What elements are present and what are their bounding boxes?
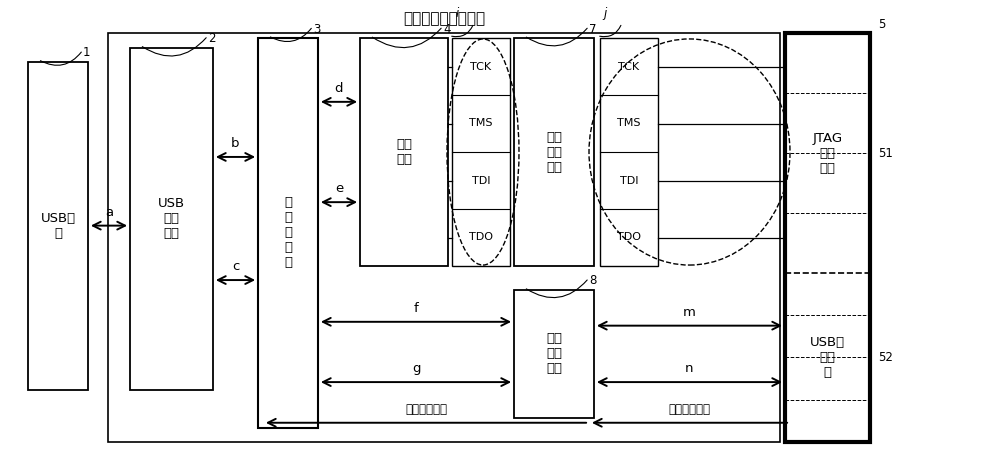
- Text: 双通道数据传输装置: 双通道数据传输装置: [403, 11, 485, 27]
- Text: TMS: TMS: [617, 118, 641, 129]
- Text: a: a: [105, 206, 113, 219]
- Text: 第一
驱动
芯片: 第一 驱动 芯片: [546, 131, 562, 173]
- Text: c: c: [232, 260, 239, 273]
- Text: USB
接口
芯片: USB 接口 芯片: [158, 197, 185, 240]
- Text: f: f: [414, 302, 418, 315]
- Text: 52: 52: [878, 351, 893, 364]
- Text: e: e: [335, 182, 343, 195]
- Text: b: b: [231, 137, 240, 150]
- Text: 3: 3: [313, 23, 320, 36]
- Text: 第二
驱动
芯片: 第二 驱动 芯片: [546, 332, 562, 375]
- Bar: [258, 38, 318, 428]
- Text: n: n: [685, 362, 694, 375]
- Text: 5: 5: [878, 18, 885, 31]
- Text: USB接
口: USB接 口: [40, 212, 76, 239]
- Text: 51: 51: [878, 147, 893, 160]
- Text: i: i: [455, 7, 459, 20]
- Text: TDI: TDI: [472, 175, 490, 186]
- Bar: [108, 33, 780, 442]
- Text: g: g: [412, 362, 420, 375]
- Text: 8: 8: [589, 275, 596, 287]
- Text: 1: 1: [83, 47, 90, 59]
- Text: TDO: TDO: [617, 232, 641, 243]
- Bar: [514, 290, 594, 418]
- Text: 4: 4: [443, 23, 450, 36]
- Text: JTAG
传输
通道: JTAG 传输 通道: [812, 132, 843, 175]
- Bar: [514, 38, 594, 266]
- Text: 通道切换指令: 通道切换指令: [405, 403, 447, 416]
- Text: TMS: TMS: [469, 118, 493, 129]
- Bar: [28, 62, 88, 390]
- Bar: [600, 38, 658, 266]
- Text: 7: 7: [589, 23, 596, 36]
- Text: TDI: TDI: [620, 175, 638, 186]
- Text: USB传
输通
道: USB传 输通 道: [810, 336, 845, 379]
- Text: 通
道
选
择
器: 通 道 选 择 器: [284, 196, 292, 269]
- Text: 通道切换指令: 通道切换指令: [668, 403, 710, 416]
- Bar: [130, 48, 213, 390]
- Text: m: m: [683, 306, 696, 319]
- Text: TCK: TCK: [618, 61, 640, 72]
- Text: 2: 2: [208, 32, 216, 45]
- Text: TDO: TDO: [469, 232, 493, 243]
- Text: 主控
芯片: 主控 芯片: [396, 138, 412, 166]
- Text: TCK: TCK: [470, 61, 492, 72]
- Text: j: j: [603, 7, 607, 20]
- Bar: [452, 38, 510, 266]
- Bar: [360, 38, 448, 266]
- Bar: [785, 33, 870, 442]
- Text: d: d: [335, 82, 343, 95]
